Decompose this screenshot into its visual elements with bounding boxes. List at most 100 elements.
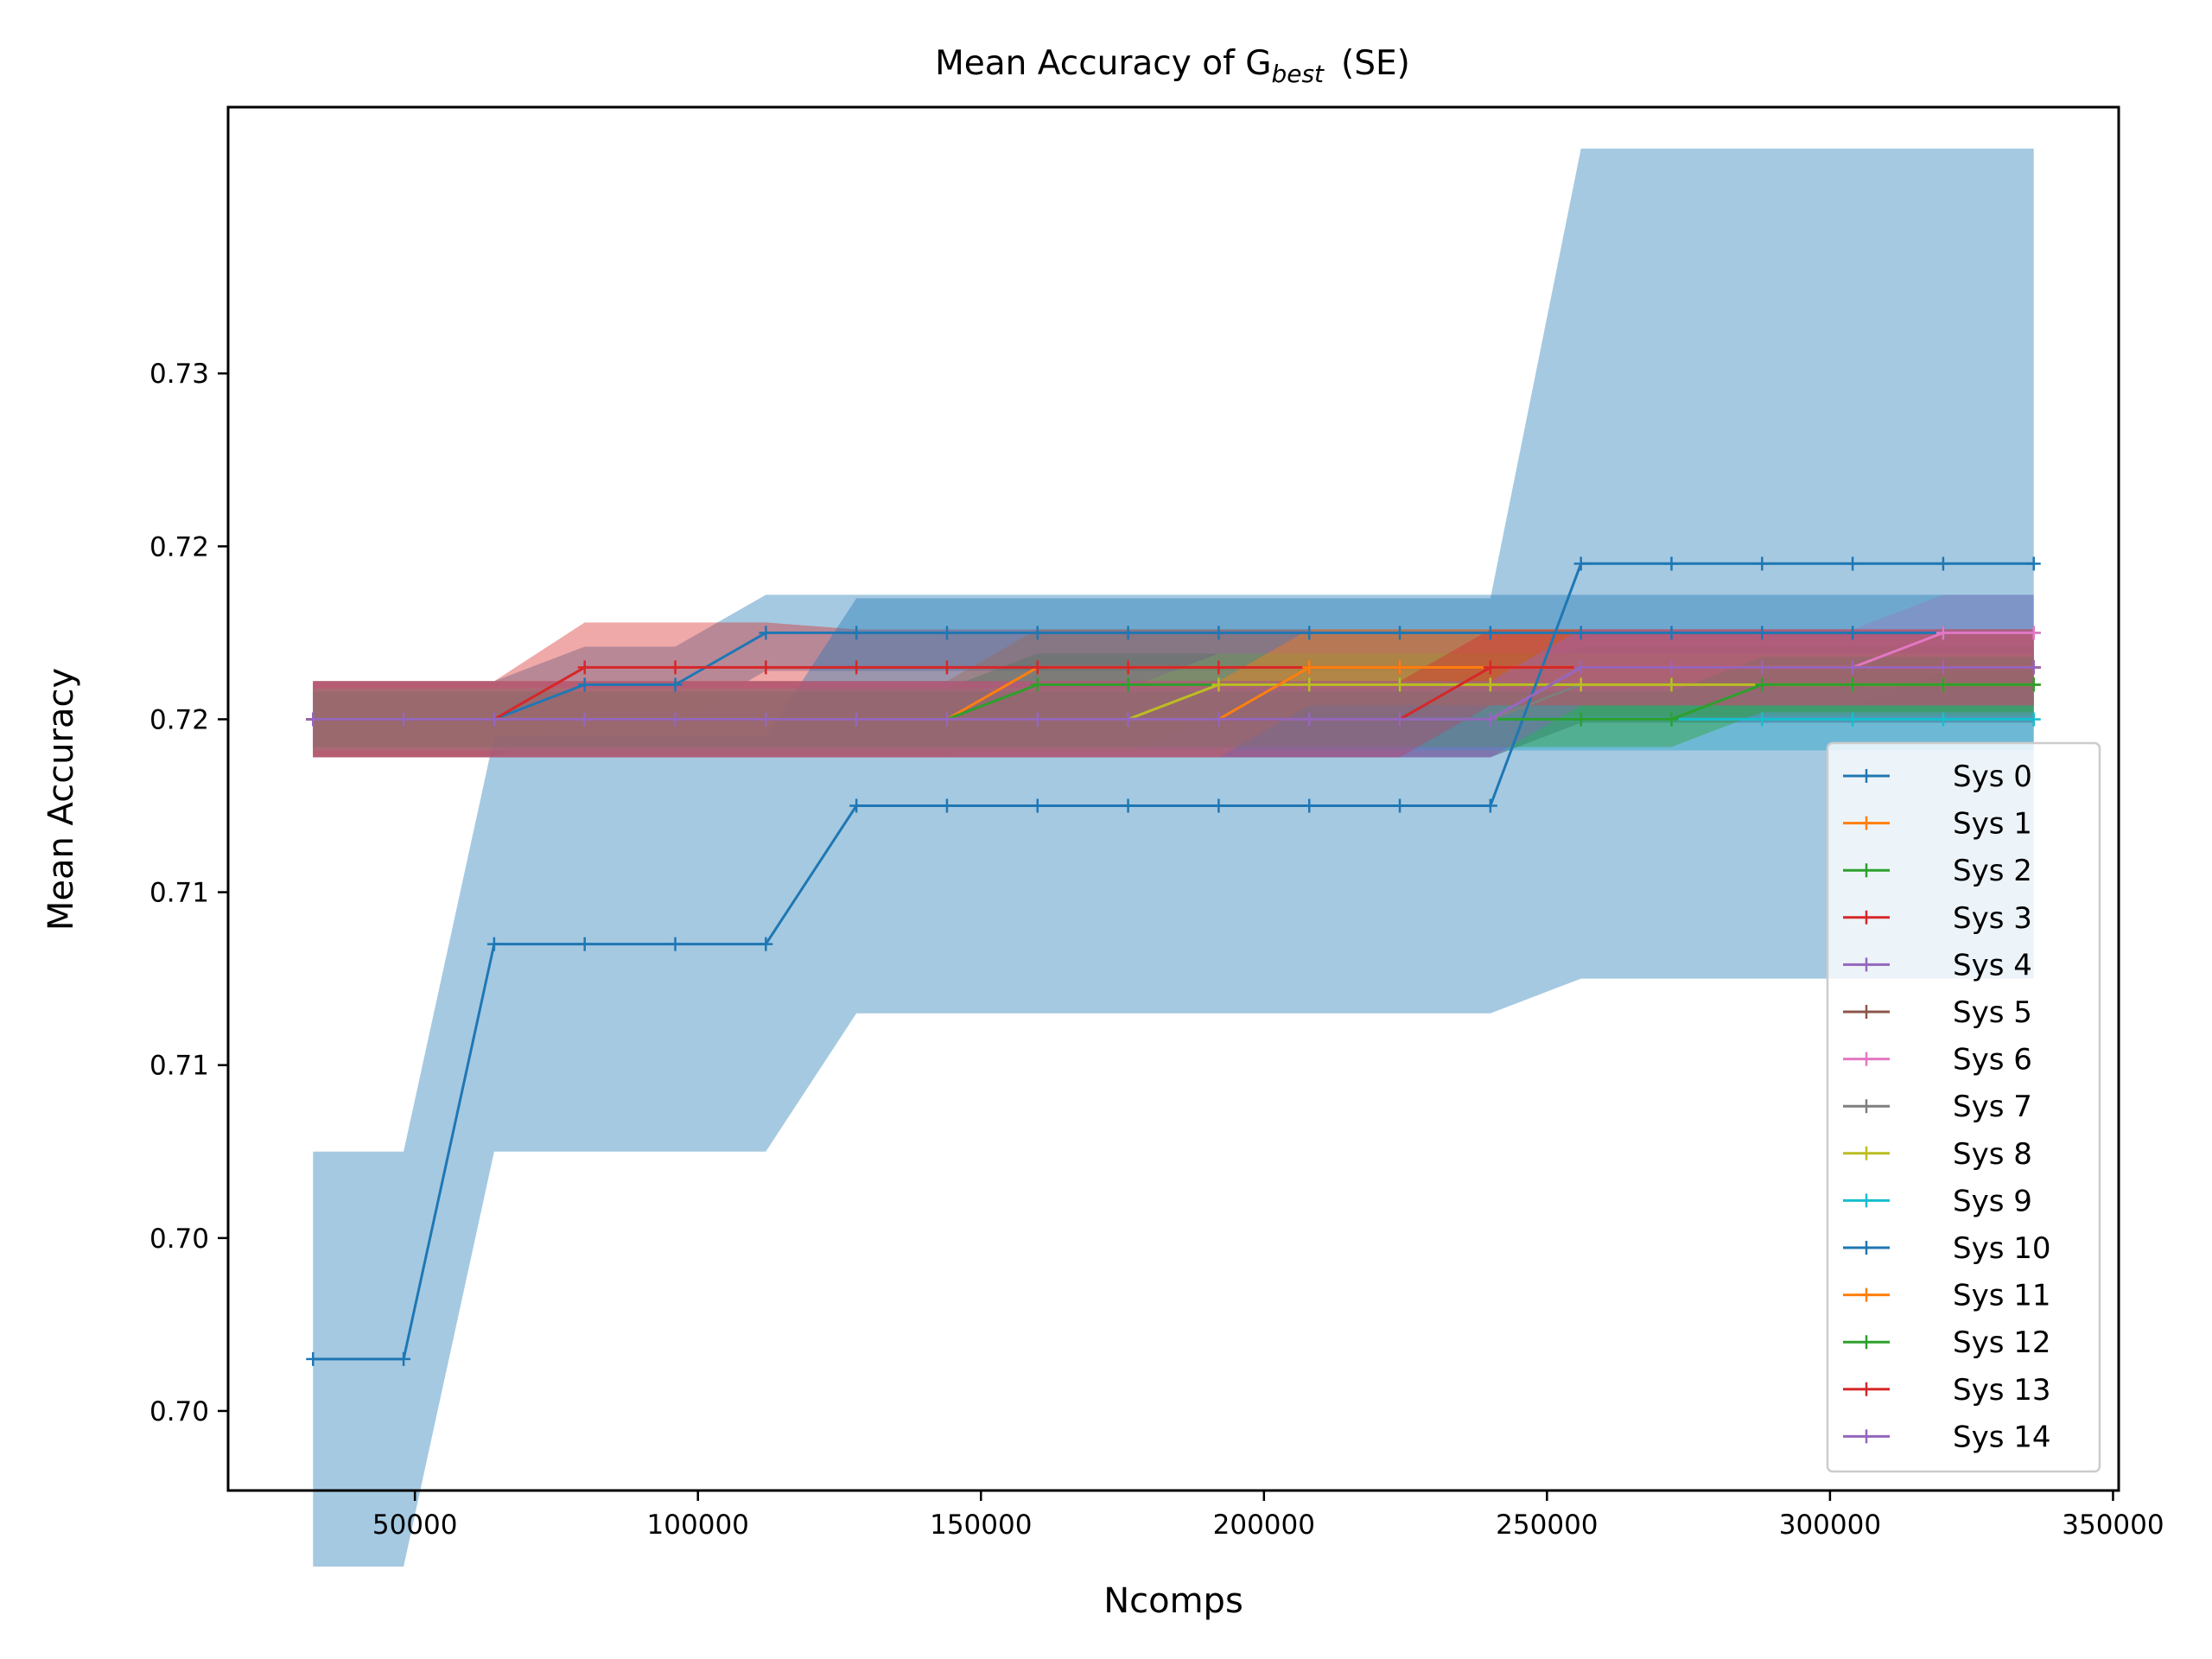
- x-tick-label: 50000: [372, 1510, 458, 1541]
- legend: Sys 0 Sys 1 Sys 2 Sys 3 Sys 4 Sys 5 Sys 6 Sys 7…: [1826, 741, 2101, 1473]
- point-sys-3: [668, 660, 683, 675]
- legend-item: Sys 14: [1843, 1420, 2051, 1454]
- point-sys-0: [1846, 626, 1860, 640]
- x-tick-label: 350000: [2062, 1510, 2164, 1541]
- band-sys-10: [313, 149, 2034, 1567]
- band-sys-0: [313, 594, 2034, 758]
- point-sys-0: [849, 626, 864, 640]
- line-sys-10: [313, 562, 2034, 1361]
- legend-label: Sys 1: [1953, 807, 2032, 842]
- point-sys-12: [1846, 677, 1860, 692]
- legend-marker: [1859, 1146, 1873, 1160]
- band-sys-6: [313, 594, 2034, 758]
- point-sys-10: [1936, 556, 1950, 571]
- point-sys-9: [1936, 712, 1950, 727]
- point-sys-10: [1483, 798, 1497, 813]
- y-axis-label: Mean Accuracy: [41, 668, 81, 931]
- legend-item: Sys 1: [1843, 807, 2032, 842]
- legend-label: Sys 5: [1953, 995, 2032, 1030]
- legend-item: Sys 9: [1843, 1184, 2032, 1218]
- x-tick-label: 250000: [1496, 1510, 1598, 1541]
- legend-item: Sys 4: [1843, 948, 2032, 982]
- point-sys-3: [577, 660, 592, 675]
- series-lines: [306, 556, 2041, 1366]
- point-sys-10: [939, 798, 954, 813]
- chart-title-suffix: (SE): [1341, 44, 1410, 83]
- y-axis-ticks: 0.70 0.70 0.71 0.71 0.72 0.72 0.73: [149, 359, 228, 1427]
- point-sys-10: [1302, 798, 1317, 813]
- point-sys-14: [1483, 712, 1497, 727]
- point-sys-0: [668, 677, 683, 692]
- band-sys-1: [313, 629, 2034, 758]
- point-sys-14: [1573, 660, 1588, 675]
- point-sys-13: [1483, 660, 1497, 675]
- y-tick-label: 0.72: [149, 531, 209, 563]
- point-sys-2: [1030, 677, 1045, 692]
- point-sys-0: [759, 626, 773, 640]
- legend-item: Sys 6: [1843, 1043, 2032, 1077]
- point-sys-10: [1121, 798, 1135, 813]
- legend-marker: [1859, 769, 1873, 783]
- legend-item: Sys 7: [1843, 1090, 2032, 1124]
- legend-label: Sys 11: [1953, 1279, 2051, 1313]
- legend-marker: [1859, 1335, 1873, 1350]
- point-sys-14: [1030, 712, 1045, 727]
- legend-item: Sys 3: [1843, 901, 2032, 936]
- point-sys-14: [1302, 712, 1317, 727]
- point-sys-0: [939, 626, 954, 640]
- point-sys-3: [849, 660, 864, 675]
- legend-label: Sys 9: [1953, 1184, 2032, 1218]
- point-sys-10: [1664, 556, 1679, 571]
- point-sys-11: [1302, 660, 1317, 675]
- point-sys-0: [1573, 626, 1588, 640]
- point-sys-12: [1573, 712, 1588, 727]
- point-sys-0: [1755, 626, 1770, 640]
- band-sys-11: [313, 629, 2034, 758]
- legend-marker: [1859, 1241, 1873, 1255]
- legend-marker: [1859, 910, 1873, 925]
- legend-marker: [1859, 1005, 1873, 1019]
- point-sys-8: [1664, 677, 1679, 692]
- point-sys-10: [759, 937, 773, 951]
- point-sys-14: [1846, 660, 1860, 675]
- point-sys-14: [397, 712, 411, 727]
- band-sys-14: [313, 629, 2034, 758]
- point-sys-9: [1755, 712, 1770, 727]
- legend-label: Sys 8: [1953, 1137, 2032, 1172]
- legend-marker: [1859, 1287, 1873, 1302]
- point-sys-8: [1393, 677, 1408, 692]
- line-sys-14: [313, 665, 2034, 721]
- legend-item: Sys 5: [1843, 995, 2032, 1030]
- x-axis-label: Ncomps: [1103, 1581, 1243, 1621]
- plot-frame: [226, 105, 2120, 1492]
- series-sys-0: [306, 626, 2041, 727]
- point-sys-12: [1755, 677, 1770, 692]
- point-sys-0: [577, 677, 592, 692]
- point-sys-3: [759, 660, 773, 675]
- point-sys-14: [1664, 660, 1679, 675]
- point-sys-14: [577, 712, 592, 727]
- legend-marker: [1859, 1099, 1873, 1114]
- x-tick-label: 100000: [647, 1510, 749, 1541]
- point-sys-6: [1936, 626, 1950, 640]
- point-sys-3: [939, 660, 954, 675]
- point-sys-8: [1483, 677, 1497, 692]
- legend-marker: [1859, 1193, 1873, 1208]
- legend-item: Sys 0: [1843, 760, 2032, 794]
- point-sys-6: [2026, 626, 2041, 640]
- point-sys-14: [668, 712, 683, 727]
- legend-label: Sys 3: [1953, 901, 2032, 936]
- point-sys-14: [849, 712, 864, 727]
- point-sys-12: [1664, 712, 1679, 727]
- point-sys-8: [1211, 677, 1226, 692]
- band-sys-13: [313, 629, 2034, 758]
- point-sys-3: [1030, 660, 1045, 675]
- legend-label: Sys 2: [1953, 854, 2032, 888]
- legend-marker: [1859, 816, 1873, 830]
- y-tick-label: 0.70: [149, 1224, 209, 1255]
- x-axis-ticks: 50000 100000 150000 200000 250000 300000 35000…: [372, 1491, 2164, 1541]
- legend-label: Sys 14: [1953, 1420, 2051, 1454]
- legend-label: Sys 10: [1953, 1231, 2051, 1266]
- point-sys-14: [759, 712, 773, 727]
